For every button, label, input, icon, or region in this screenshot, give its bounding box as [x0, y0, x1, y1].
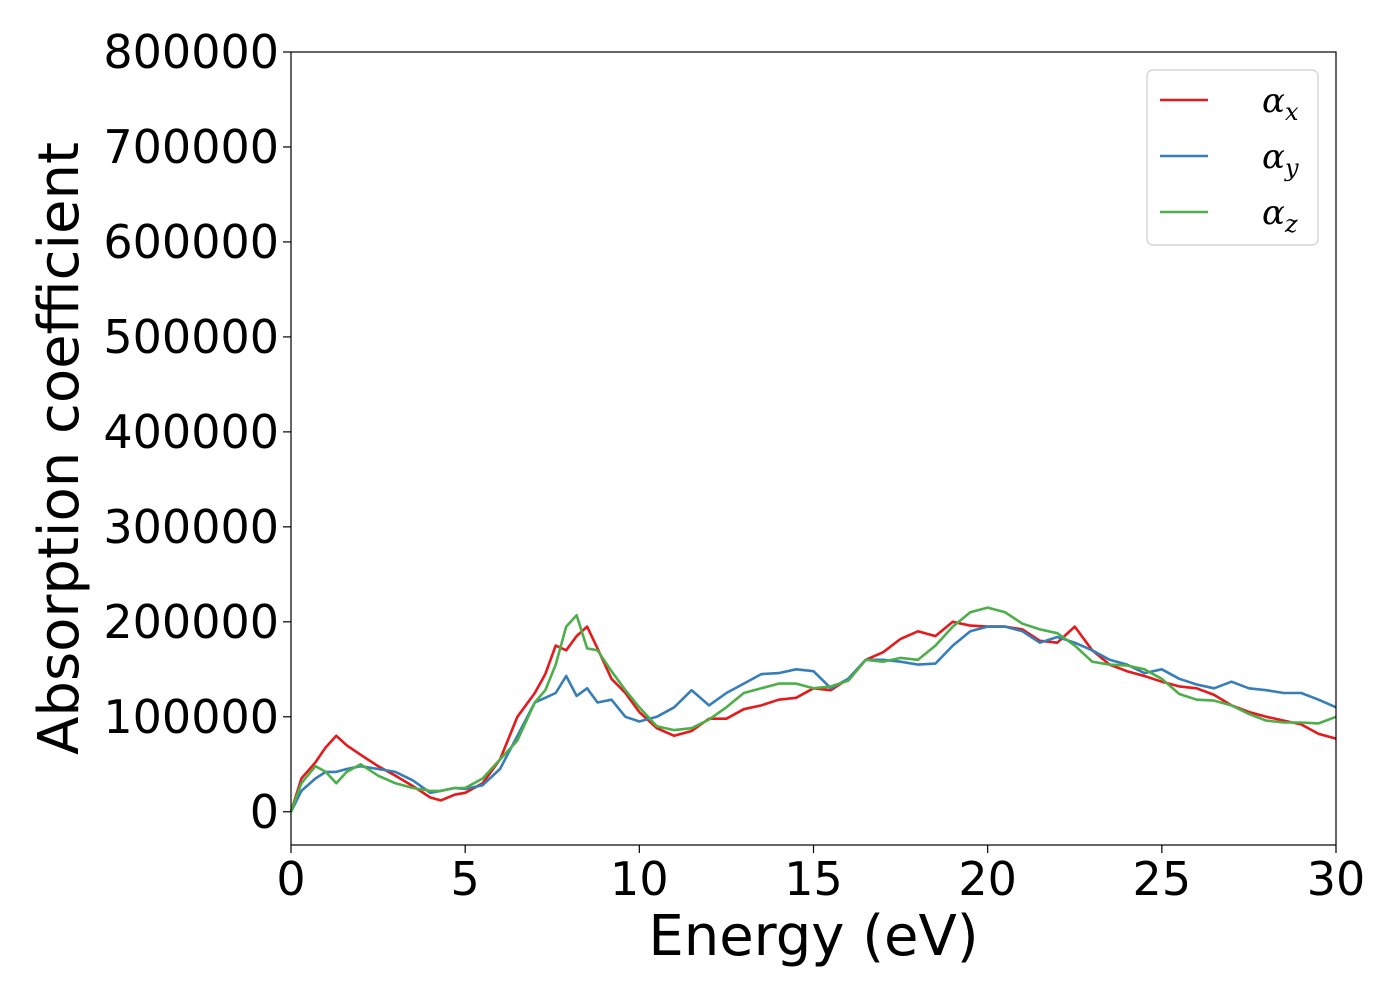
legend-label-x: αx [1262, 81, 1299, 126]
y-tick-label: 600000 [103, 215, 279, 269]
x-tick-label: 15 [784, 852, 843, 906]
x-tick-label: 0 [276, 852, 305, 906]
y-tick-label: 500000 [103, 310, 279, 364]
x-tick-label: 25 [1133, 852, 1192, 906]
series-line-z [289, 606, 1337, 813]
y-tick-label: 400000 [103, 405, 279, 459]
y-tick-label: 700000 [103, 120, 279, 174]
legend-box [1146, 69, 1319, 246]
y-tick-label: 300000 [103, 500, 279, 554]
plot-lines [289, 606, 1337, 813]
x-tick-label: 5 [451, 852, 480, 906]
x-axis-title: Energy (eV) [648, 904, 978, 969]
y-tick-label: 200000 [103, 595, 279, 649]
x-tick-label: 20 [958, 852, 1017, 906]
y-axis: 0 100000 200000 300000 400000 500000 600000 700… [103, 25, 291, 839]
x-tick-label: 10 [610, 852, 669, 906]
y-tick-label: 0 [250, 785, 279, 839]
x-tick-label: 30 [1307, 852, 1366, 906]
legend-label-y: αy [1262, 137, 1299, 182]
series-line-x [289, 620, 1337, 813]
legend: αx αy αz [1146, 69, 1319, 246]
y-tick-label: 100000 [103, 690, 279, 744]
y-axis-title: Absorption coefficient [27, 142, 92, 755]
y-tick-label: 800000 [103, 25, 279, 79]
series-line-y [289, 625, 1337, 813]
x-axis: 0 5 10 15 20 25 30 [276, 845, 1365, 906]
legend-label-z: αz [1262, 193, 1298, 238]
